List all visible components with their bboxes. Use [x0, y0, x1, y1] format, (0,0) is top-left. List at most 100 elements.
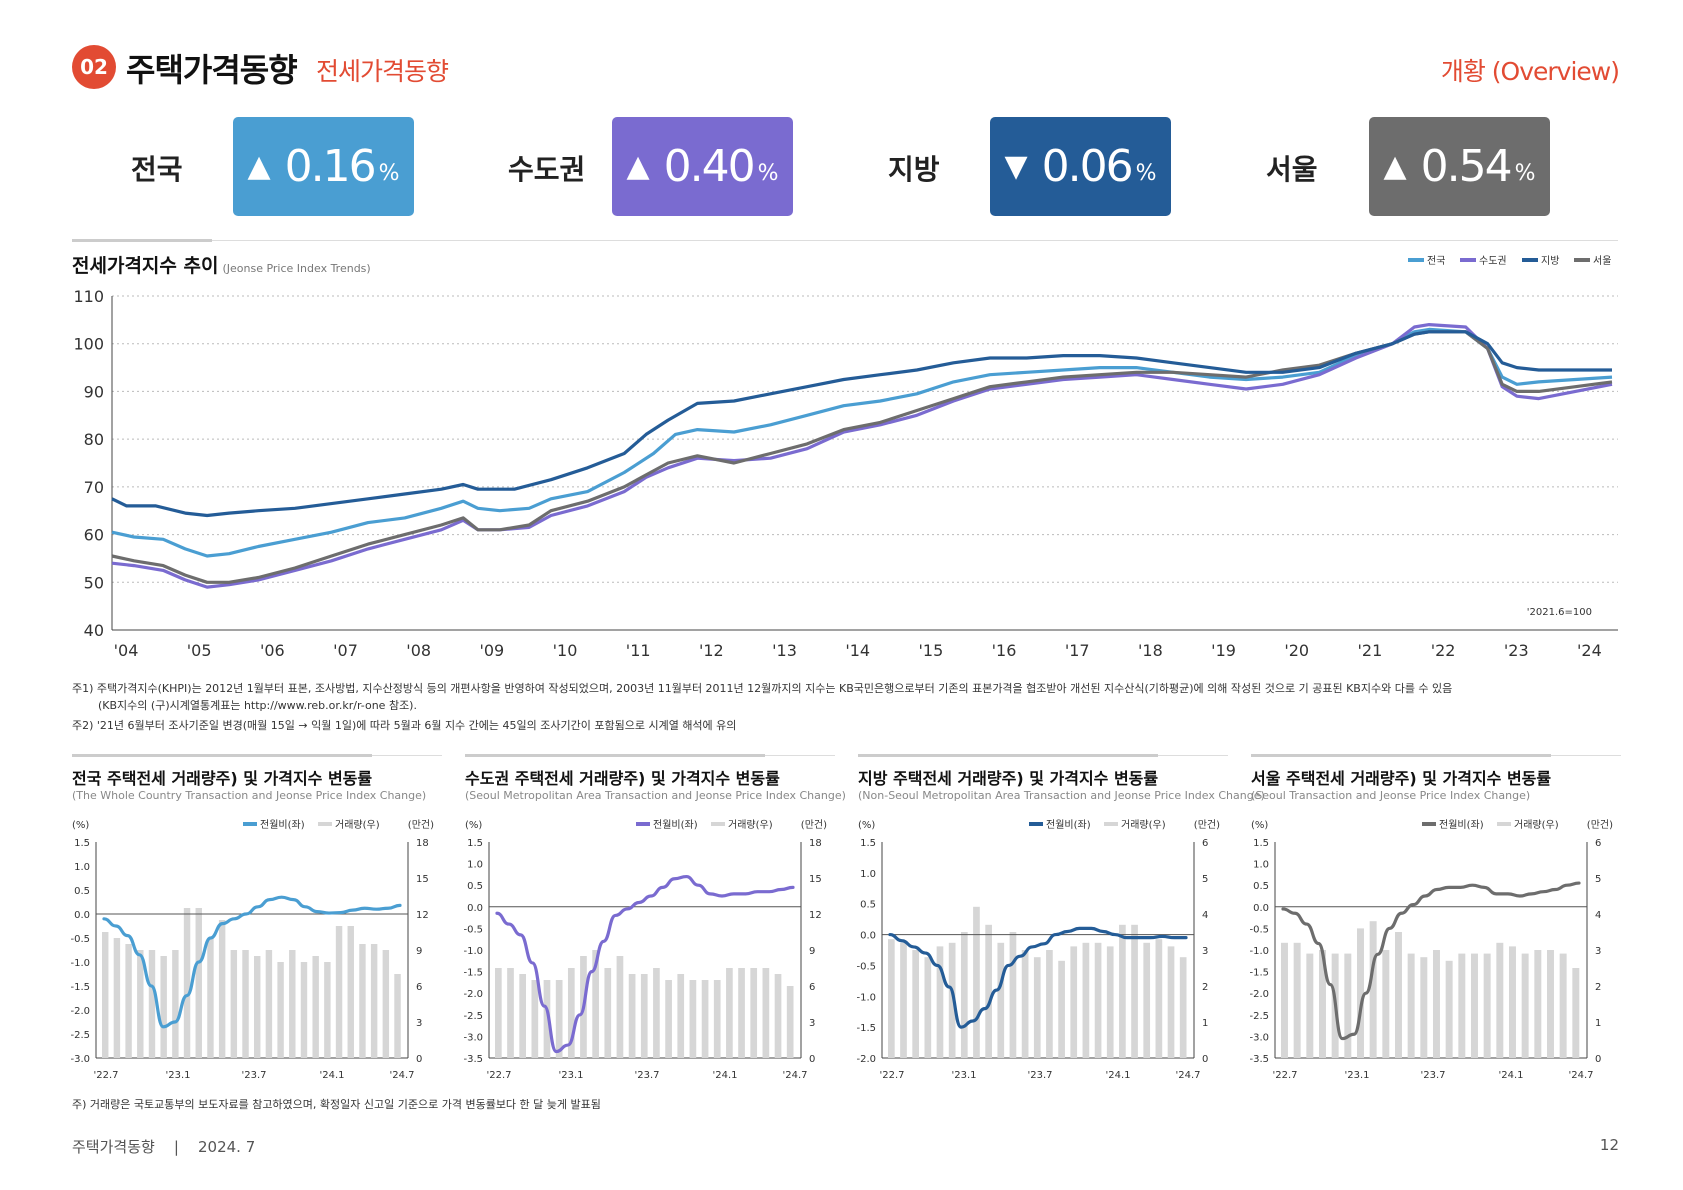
volume-bar [1293, 942, 1301, 1058]
y-tick-label: -0.5 [70, 934, 90, 945]
volume-bar [394, 974, 401, 1058]
legend-swatch-line [1422, 822, 1436, 826]
volume-bar [300, 962, 308, 1058]
legend-label: 전국 [1427, 255, 1445, 267]
y-tick-label: 1.0 [74, 862, 90, 873]
volume-bar [555, 980, 563, 1058]
volume-bar [924, 957, 932, 1058]
volume-bar [786, 986, 794, 1058]
volume-bar [1395, 932, 1402, 1058]
x-tick-label: '24.1 [1105, 1070, 1130, 1081]
volume-bar [689, 980, 697, 1058]
y-tick-label: 0.0 [74, 910, 90, 921]
legend-label: 전월비(좌) [1439, 819, 1484, 831]
legend-swatch-bar [1497, 822, 1511, 826]
volume-bar [726, 968, 733, 1058]
volume-bar [1344, 953, 1352, 1058]
section-number-badge: 02 [72, 45, 116, 89]
legend-label: 전월비(좌) [260, 819, 305, 831]
x-tick-label: '19 [1211, 641, 1236, 660]
volume-bar [653, 968, 660, 1058]
kpi-value: 0.06 [1041, 141, 1134, 192]
overview-label: 개황 (Overview) [1440, 57, 1620, 86]
x-tick-label: '22 [1431, 641, 1456, 660]
section-divider-accent [72, 239, 212, 242]
small-chart-subtitle: (Seoul Transaction and Jeonse Price Inde… [1251, 789, 1531, 802]
small-bar-line-chart: (%) (만건) 전월비(좌) 거래량(우) 1.5 1.0 0.5 0.0 -0.5 -1.0 -… [463, 819, 827, 1081]
small-chart-title: 서울 주택전세 거래량주) 및 가격지수 변동률 [1251, 769, 1552, 788]
volume-footnote: 주) 거래량은 국토교통부의 보도자료를 참고하였으며, 확정일자 신고일 기준… [72, 1098, 601, 1111]
y2-tick-label: 15 [809, 874, 822, 885]
y2-tick-label: 6 [416, 982, 422, 993]
volume-bar [1070, 946, 1078, 1058]
volume-bar [1572, 968, 1580, 1058]
x-tick-label: '23.1 [951, 1070, 976, 1081]
y2-tick-label: 1 [1202, 1018, 1208, 1029]
legend-label: 거래량(우) [728, 819, 773, 831]
kpi-label-seoul: 서울 [1266, 153, 1318, 186]
y2-tick-label: 2 [1595, 982, 1601, 993]
small-chart-divider-accent [465, 754, 765, 757]
volume-bar [1509, 946, 1516, 1058]
series-line-서울 [111, 330, 1613, 584]
x-tick-label: '11 [626, 641, 651, 660]
volume-bar [1496, 942, 1504, 1058]
legend-swatch-bar [711, 822, 725, 826]
volume-bar [495, 968, 502, 1058]
x-tick-label: '24.7 [782, 1070, 807, 1081]
volume-bar [335, 926, 343, 1058]
volume-bar [125, 944, 132, 1058]
volume-bar [1131, 924, 1138, 1058]
y-tick-label: 0.0 [467, 903, 483, 914]
x-tick-label: '09 [479, 641, 504, 660]
x-tick-label: '22.7 [1272, 1070, 1297, 1081]
y-tick-label: 110 [73, 287, 104, 306]
x-tick-label: '14 [845, 641, 870, 660]
series-line-지방 [111, 330, 1612, 518]
x-tick-label: '22.7 [879, 1070, 904, 1081]
right-axis-unit: (만건) [1587, 819, 1613, 831]
volume-bar [888, 939, 895, 1058]
volume-bar [359, 944, 366, 1058]
up-arrow-icon: ▲ [626, 149, 650, 184]
small-chart-subtitle: (The Whole Country Transaction and Jeons… [72, 789, 427, 802]
legend-label: 전월비(좌) [653, 819, 698, 831]
small-chart-subtitle: (Non-Seoul Metropolitan Area Transaction… [858, 789, 1265, 802]
x-tick-label: '24.1 [319, 1070, 344, 1081]
x-tick-label: '24.1 [1498, 1070, 1523, 1081]
volume-bar [531, 980, 539, 1058]
volume-bar [1471, 953, 1478, 1058]
volume-bar [507, 968, 514, 1058]
up-arrow-icon: ▲ [1383, 149, 1407, 184]
right-axis-unit: (만건) [801, 819, 827, 831]
small-chart-subtitle: (Seoul Metropolitan Area Transaction and… [465, 789, 846, 802]
volume-bar [148, 950, 156, 1058]
y-tick-label: -1.0 [463, 946, 483, 957]
legend-swatch [1408, 258, 1424, 262]
small-chart-title: 전국 주택전세 거래량주) 및 가격지수 변동률 [72, 769, 373, 788]
y-tick-label: -2.5 [463, 1011, 483, 1022]
small-chart-divider-accent [1251, 754, 1551, 757]
y2-tick-label: 3 [809, 1018, 815, 1029]
volume-bar [1534, 950, 1542, 1058]
volume-bar [973, 906, 980, 1058]
y-tick-label: 1.5 [1253, 838, 1269, 849]
y-tick-label: 100 [73, 335, 104, 354]
y-tick-label: 1.5 [74, 838, 90, 849]
x-tick-label: '24.7 [1175, 1070, 1200, 1081]
volume-bar [102, 932, 109, 1058]
kpi-label-nationwide: 전국 [131, 153, 183, 186]
volume-bar [1357, 928, 1364, 1058]
small-chart-divider-accent [72, 754, 372, 757]
y-tick-label: -2.0 [1249, 989, 1269, 1000]
volume-bar [948, 942, 956, 1058]
y-tick-label: -3.5 [463, 1054, 483, 1065]
y-tick-label: -1.5 [856, 1023, 876, 1034]
y2-tick-label: 4 [1595, 910, 1601, 921]
y-tick-label: 0.5 [467, 881, 483, 892]
kpi-label-regional: 지방 [888, 153, 940, 186]
y-tick-label: -0.5 [856, 961, 876, 972]
volume-bar [1094, 942, 1102, 1058]
y-tick-label: -1.0 [70, 958, 90, 969]
legend-label: 거래량(우) [335, 819, 380, 831]
